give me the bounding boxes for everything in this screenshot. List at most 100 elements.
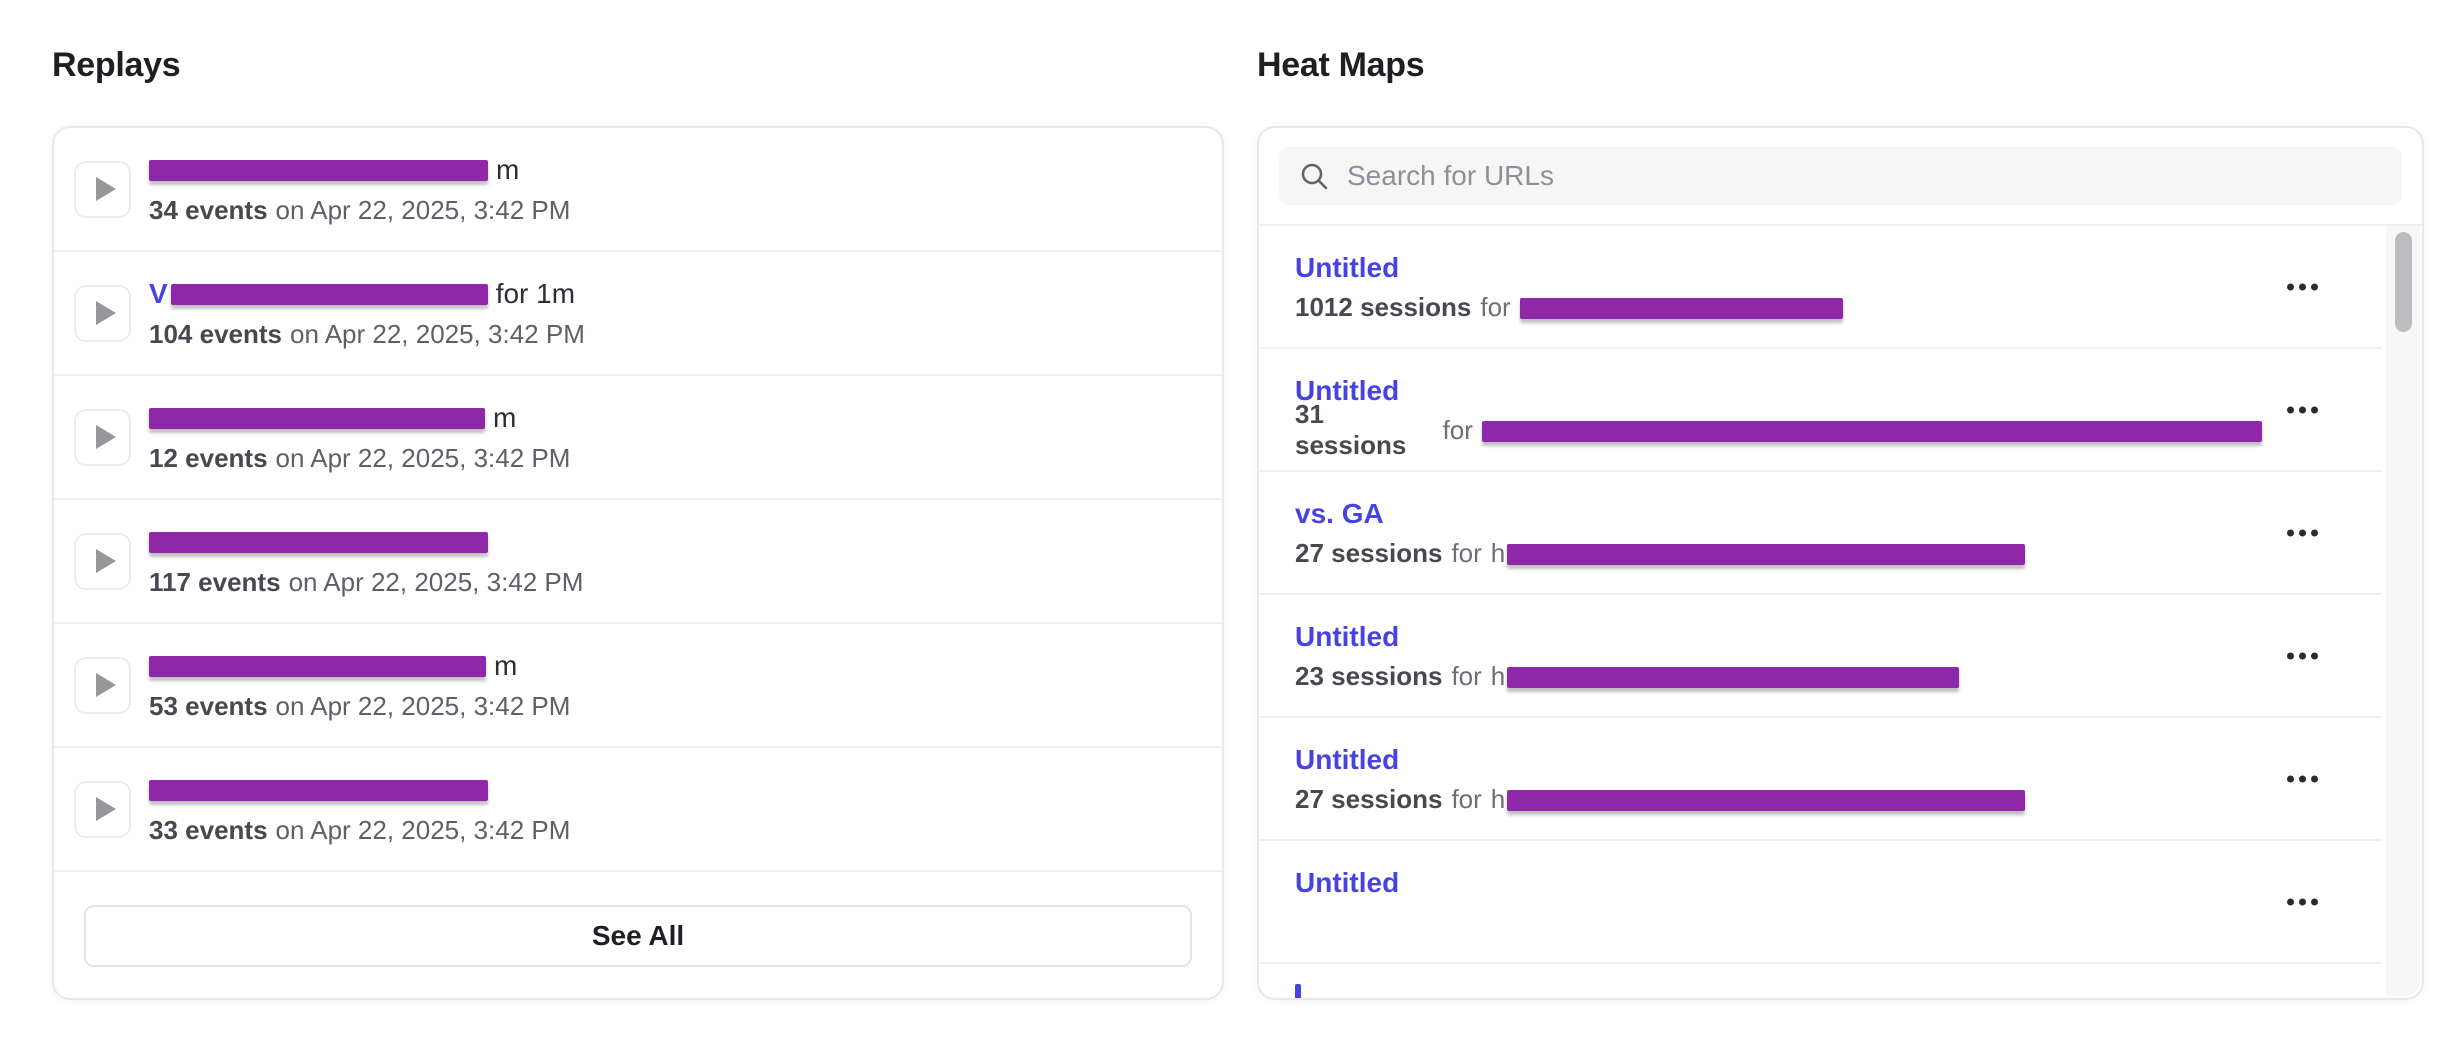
event-count: 53 events: [149, 691, 268, 721]
heatmap-title-link[interactable]: vs. GA: [1295, 498, 1384, 529]
ellipsis-menu-button[interactable]: [2281, 277, 2324, 296]
ellipsis-menu-button[interactable]: [2281, 892, 2324, 911]
clipped-heatmap-row: [1259, 964, 2382, 998]
replay-row[interactable]: m 34 events on Apr 22, 2025, 3:42 PM: [54, 128, 1222, 252]
event-count: 33 events: [149, 815, 268, 845]
visit-date: on Apr 22, 2025, 3:42 PM: [275, 691, 571, 721]
replay-summary: m 34 events on Apr 22, 2025, 3:42 PM: [149, 153, 570, 225]
replays-card: m 34 events on Apr 22, 2025, 3:42 PM V f…: [52, 126, 1224, 1000]
heatmap-title-link[interactable]: Untitled: [1295, 867, 1400, 898]
replay-summary: m 12 events on Apr 22, 2025, 3:42 PM: [149, 401, 570, 473]
heatmaps-card: Untitled 1012 sessions for Untitled 31 s…: [1257, 126, 2424, 1000]
play-icon: [95, 425, 116, 449]
heatmap-title-link[interactable]: Untitled: [1295, 252, 1400, 283]
redaction-bar: [170, 283, 488, 305]
heatmap-row[interactable]: Untitled: [1259, 841, 2382, 964]
replay-summary: m 53 events on Apr 22, 2025, 3:42 PM: [149, 649, 570, 721]
search-box[interactable]: [1279, 147, 2402, 205]
replay-row[interactable]: 33 events on Apr 22, 2025, 3:42 PM: [54, 748, 1222, 872]
replay-row[interactable]: m 53 events on Apr 22, 2025, 3:42 PM: [54, 624, 1222, 748]
replay-title: m: [149, 401, 570, 435]
search-icon: [1301, 163, 1328, 190]
see-all-button[interactable]: See All: [84, 905, 1192, 967]
heatmap-title-link[interactable]: Untitled: [1295, 621, 1400, 652]
replay-meta: 12 events on Apr 22, 2025, 3:42 PM: [149, 443, 570, 473]
visit-date: on Apr 22, 2025, 3:42 PM: [275, 815, 571, 845]
heatmap-meta: 1012 sessions for: [1295, 292, 2262, 322]
for-label: for: [1480, 291, 1511, 322]
ellipsis-icon: [2287, 283, 2294, 290]
session-count: 27 sessions: [1295, 783, 1443, 814]
replay-summary: 33 events on Apr 22, 2025, 3:42 PM: [149, 773, 570, 845]
redaction-bar: [149, 407, 485, 429]
ellipsis-icon: [2287, 898, 2294, 905]
heatmap-row[interactable]: Untitled 31 sessions for: [1259, 349, 2382, 472]
heatmap-row[interactable]: Untitled 27 sessions for h: [1259, 718, 2382, 841]
play-icon: [95, 177, 116, 201]
play-button[interactable]: [74, 408, 131, 466]
play-button[interactable]: [74, 532, 131, 590]
redaction-bar: [1519, 297, 1843, 319]
ellipsis-icon: [2287, 529, 2294, 536]
visitor-name-fragment: V: [149, 278, 168, 309]
visit-duration-fragment: m: [494, 650, 518, 681]
visit-date: on Apr 22, 2025, 3:42 PM: [275, 443, 571, 473]
heatmap-row[interactable]: Untitled 1012 sessions for: [1259, 226, 2382, 349]
redaction-bar: [1507, 543, 2026, 565]
scrollbar-track[interactable]: [2386, 226, 2420, 996]
search-input[interactable]: [1345, 159, 2382, 193]
ellipsis-menu-button[interactable]: [2281, 400, 2324, 419]
replay-meta: 104 events on Apr 22, 2025, 3:42 PM: [149, 319, 585, 349]
replay-title: m: [149, 649, 570, 683]
redaction-bar: [149, 655, 486, 677]
replays-footer: See All: [54, 872, 1222, 998]
play-icon: [95, 301, 116, 325]
replay-summary: 117 events on Apr 22, 2025, 3:42 PM: [149, 525, 583, 597]
session-count: 31 sessions: [1295, 399, 1407, 460]
heatmap-title-link[interactable]: Untitled: [1295, 744, 1400, 775]
play-icon: [95, 673, 116, 697]
redaction-bar: [149, 159, 488, 181]
heatmap-row[interactable]: vs. GA 27 sessions for h: [1259, 472, 2382, 595]
url-fragment: h: [1490, 783, 1506, 814]
redaction-bar: [149, 531, 488, 553]
replay-row[interactable]: V for 1m 104 events on Apr 22, 2025, 3:4…: [54, 252, 1222, 376]
replay-meta: 53 events on Apr 22, 2025, 3:42 PM: [149, 691, 570, 721]
heatmap-meta: 27 sessions for h: [1295, 784, 2262, 814]
for-label: for: [1451, 783, 1482, 814]
visit-duration-fragment: m: [496, 154, 520, 185]
visit-duration-fragment: m: [493, 402, 517, 433]
play-button[interactable]: [74, 656, 131, 714]
visit-date: on Apr 22, 2025, 3:42 PM: [289, 319, 585, 349]
replay-meta: 34 events on Apr 22, 2025, 3:42 PM: [149, 195, 570, 225]
play-button[interactable]: [74, 780, 131, 838]
replay-title: [149, 525, 583, 559]
search-bar: [1259, 128, 2422, 226]
scrollbar-thumb[interactable]: [2395, 232, 2412, 332]
play-button[interactable]: [74, 160, 131, 218]
play-button[interactable]: [74, 284, 131, 342]
session-count: 1012 sessions: [1295, 291, 1472, 322]
heatmap-row[interactable]: Untitled 23 sessions for h: [1259, 595, 2382, 718]
visit-date: on Apr 22, 2025, 3:42 PM: [288, 567, 584, 597]
replay-meta: 117 events on Apr 22, 2025, 3:42 PM: [149, 567, 583, 597]
heatmap-title-link[interactable]: Untitled: [1295, 375, 1400, 406]
redaction-bar: [149, 779, 488, 801]
redaction-bar: [1507, 666, 1960, 688]
ellipsis-menu-button[interactable]: [2281, 523, 2324, 542]
event-count: 117 events: [149, 567, 281, 597]
session-count: 23 sessions: [1295, 660, 1443, 691]
ellipsis-menu-button[interactable]: [2281, 769, 2324, 788]
ellipsis-menu-button[interactable]: [2281, 646, 2324, 665]
replays-heading: Replays: [52, 46, 181, 84]
play-icon: [95, 549, 116, 573]
redaction-bar: [1507, 789, 2026, 811]
event-count: 104 events: [149, 319, 282, 349]
replay-title: m: [149, 153, 570, 187]
replay-row[interactable]: m 12 events on Apr 22, 2025, 3:42 PM: [54, 376, 1222, 500]
heatmap-meta: 23 sessions for h: [1295, 661, 2262, 691]
heatmap-meta: 27 sessions for h: [1295, 538, 2262, 568]
replay-title: V for 1m: [149, 277, 585, 311]
ellipsis-icon: [2287, 775, 2294, 782]
replay-row[interactable]: 117 events on Apr 22, 2025, 3:42 PM: [54, 500, 1222, 624]
